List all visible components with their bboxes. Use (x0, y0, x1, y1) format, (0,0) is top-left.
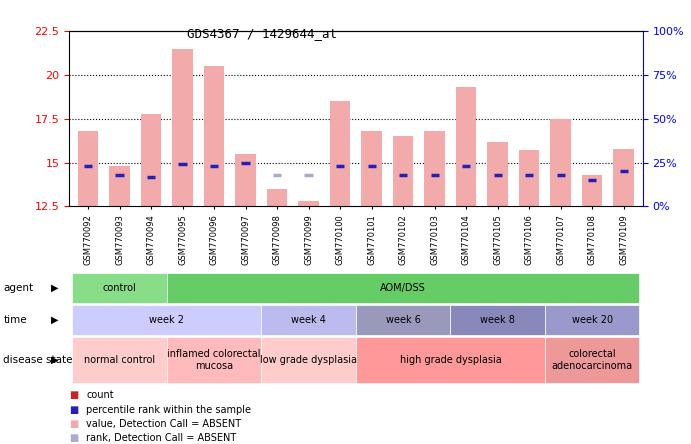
Bar (141, 114, 161, 206)
Text: ▶: ▶ (51, 315, 59, 325)
Bar (73, 273, 167, 303)
Text: week 6: week 6 (386, 315, 421, 325)
Bar (393, 136, 413, 206)
Text: control: control (103, 283, 136, 293)
Bar (545, 337, 639, 383)
Text: agent: agent (3, 283, 34, 293)
Bar (78, 131, 98, 206)
Text: value, Detection Call = ABSENT: value, Detection Call = ABSENT (86, 419, 241, 429)
Bar (204, 67, 225, 206)
Text: rank, Detection Call = ABSENT: rank, Detection Call = ABSENT (86, 433, 236, 443)
Bar (109, 166, 130, 206)
Text: count: count (86, 390, 114, 400)
Bar (172, 49, 193, 206)
Bar (73, 305, 261, 335)
Text: high grade dysplasia: high grade dysplasia (399, 355, 501, 365)
Text: ▶: ▶ (51, 355, 59, 365)
Bar (236, 154, 256, 206)
Bar (356, 337, 545, 383)
Bar (330, 101, 350, 206)
Text: inflamed colorectal
mucosa: inflamed colorectal mucosa (167, 349, 261, 371)
Bar (487, 142, 508, 206)
Text: time: time (3, 315, 27, 325)
Text: low grade dysplasia: low grade dysplasia (260, 355, 357, 365)
Text: ■: ■ (69, 433, 78, 443)
Bar (167, 337, 261, 383)
Bar (451, 305, 545, 335)
Bar (261, 337, 356, 383)
Text: AOM/DSS: AOM/DSS (380, 283, 426, 293)
Text: week 2: week 2 (149, 315, 184, 325)
Text: GDS4367 / 1429644_at: GDS4367 / 1429644_at (187, 27, 337, 40)
Bar (361, 131, 382, 206)
Bar (73, 337, 167, 383)
Bar (356, 305, 451, 335)
Text: ■: ■ (69, 390, 78, 400)
Text: ■: ■ (69, 419, 78, 429)
Bar (167, 273, 639, 303)
Text: week 20: week 20 (571, 315, 613, 325)
Text: week 8: week 8 (480, 315, 515, 325)
Bar (267, 189, 287, 206)
Bar (456, 87, 476, 206)
Bar (614, 149, 634, 206)
Text: colorectal
adenocarcinoma: colorectal adenocarcinoma (551, 349, 633, 371)
Text: ▶: ▶ (51, 283, 59, 293)
Bar (582, 175, 603, 206)
Bar (519, 151, 540, 206)
Bar (299, 201, 319, 206)
Bar (261, 305, 356, 335)
Bar (551, 119, 571, 206)
Text: disease state: disease state (3, 355, 73, 365)
Text: normal control: normal control (84, 355, 155, 365)
Bar (545, 305, 639, 335)
Text: percentile rank within the sample: percentile rank within the sample (86, 405, 252, 415)
Bar (424, 131, 445, 206)
Text: week 4: week 4 (291, 315, 326, 325)
Text: ■: ■ (69, 405, 78, 415)
